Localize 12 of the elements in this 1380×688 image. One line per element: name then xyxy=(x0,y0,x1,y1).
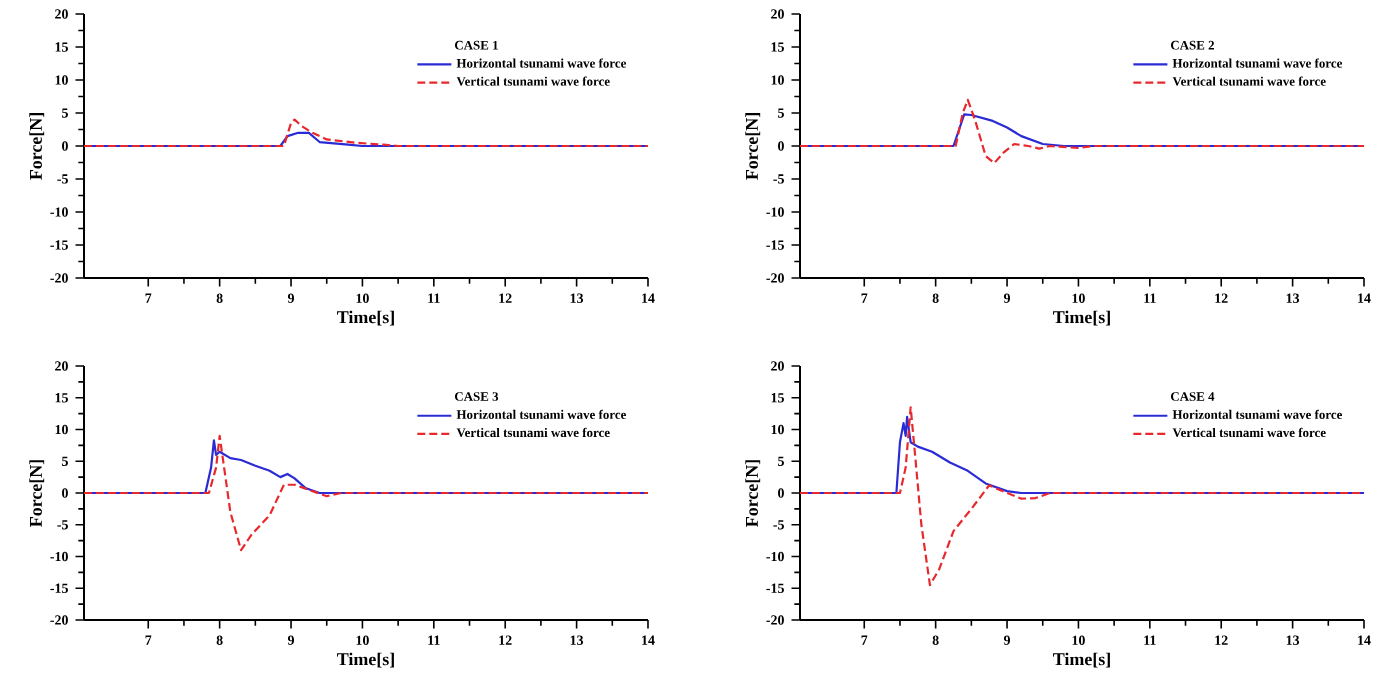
x-axis-title: Time[s] xyxy=(337,310,394,326)
x-axis-title: Time[s] xyxy=(337,652,394,668)
y-axis-title: Force[N] xyxy=(29,460,45,527)
line-series xyxy=(800,406,1364,587)
y-axis-title: Force[N] xyxy=(745,460,761,527)
line-series xyxy=(84,118,648,148)
line-series xyxy=(84,434,648,552)
y-axis-title: Force[N] xyxy=(745,113,761,180)
y-axis-title: Force[N] xyxy=(29,113,45,180)
x-axis-title: Time[s] xyxy=(1053,652,1110,668)
line-series xyxy=(800,98,1364,165)
x-axis-title: Time[s] xyxy=(1053,310,1110,326)
